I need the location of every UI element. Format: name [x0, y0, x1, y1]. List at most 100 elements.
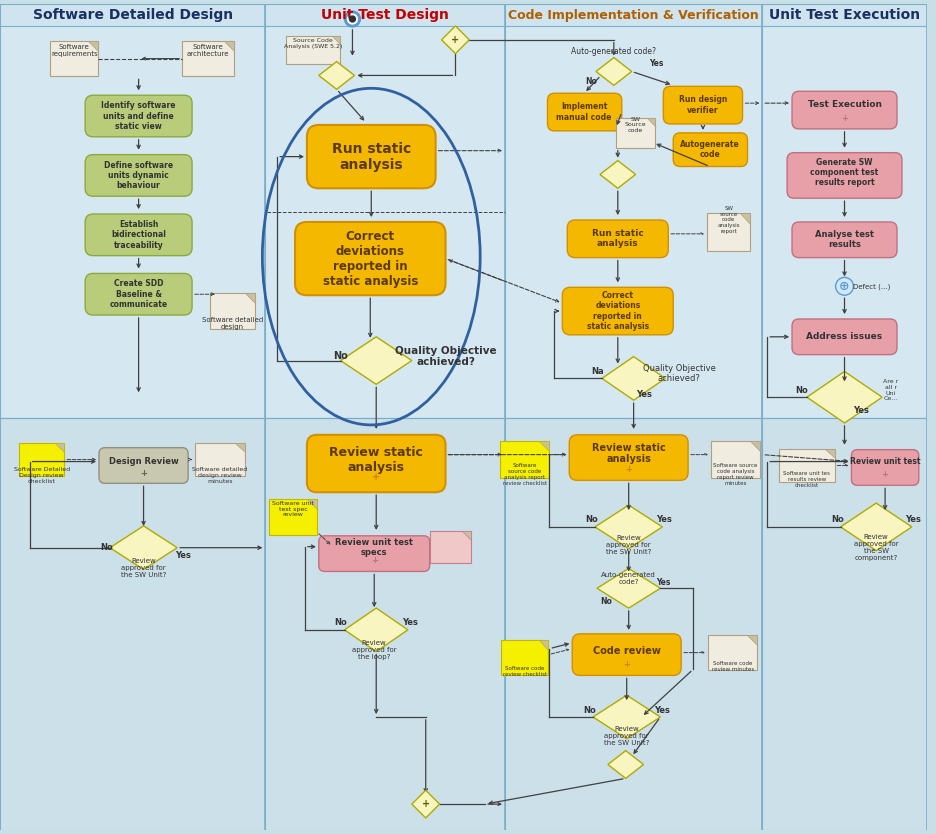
Text: Run static
analysis: Run static analysis [592, 229, 644, 249]
Text: Yes: Yes [854, 405, 870, 414]
Text: Unit Test Execution: Unit Test Execution [769, 8, 920, 22]
FancyBboxPatch shape [85, 214, 192, 256]
Bar [762, 4, 927, 418]
Text: Software
requirements: Software requirements [51, 44, 97, 58]
Bar [710, 440, 760, 479]
Text: Na: Na [592, 367, 605, 376]
Text: Software source
code analysis
report review
minutes: Software source code analysis report rev… [713, 463, 758, 485]
Polygon shape [607, 751, 644, 778]
Polygon shape [235, 443, 244, 452]
Text: Software Detailed Design: Software Detailed Design [33, 8, 233, 22]
Polygon shape [539, 440, 549, 451]
Text: Unit Test Design: Unit Test Design [321, 8, 449, 22]
Text: Are r
all r
Uni
Ce...: Are r all r Uni Ce... [884, 379, 899, 401]
FancyBboxPatch shape [307, 125, 435, 188]
Text: +: + [623, 660, 630, 669]
Text: +: + [625, 465, 632, 474]
Text: Correct
deviations
reported in
static analysis: Correct deviations reported in static an… [587, 291, 649, 331]
Polygon shape [647, 118, 655, 126]
Text: Software Detailed
Design review
checklist: Software Detailed Design review checklis… [13, 467, 69, 484]
FancyBboxPatch shape [548, 93, 622, 131]
FancyBboxPatch shape [852, 450, 919, 485]
Polygon shape [538, 640, 548, 650]
Text: Yes: Yes [656, 515, 672, 525]
FancyBboxPatch shape [787, 153, 902, 198]
Bar [286, 36, 340, 63]
Bar [505, 4, 762, 26]
Text: Yes: Yes [656, 578, 670, 587]
Polygon shape [55, 443, 65, 452]
Polygon shape [332, 36, 340, 43]
Polygon shape [307, 500, 316, 509]
Bar [195, 443, 244, 476]
Polygon shape [596, 58, 632, 85]
Bar [210, 294, 256, 329]
Text: Software code
review checklist: Software code review checklist [503, 666, 547, 677]
Text: No: No [334, 619, 347, 627]
Text: No: No [600, 596, 612, 605]
Text: No: No [796, 386, 809, 394]
FancyBboxPatch shape [664, 87, 742, 124]
Text: Source Code
Analysis (SWE 5.2): Source Code Analysis (SWE 5.2) [284, 38, 342, 49]
Text: Review unit test: Review unit test [850, 457, 920, 466]
FancyBboxPatch shape [85, 274, 192, 315]
Text: Defect (...): Defect (...) [853, 283, 890, 289]
Text: Yes: Yes [402, 619, 417, 627]
Text: Yes: Yes [175, 551, 191, 560]
Bar [19, 443, 65, 476]
Polygon shape [344, 608, 408, 651]
Bar [616, 118, 655, 148]
Bar [183, 41, 234, 77]
FancyBboxPatch shape [567, 220, 668, 258]
Text: +: + [371, 556, 378, 565]
Polygon shape [595, 505, 663, 549]
Bar [708, 635, 757, 671]
Polygon shape [807, 371, 882, 423]
Text: SW
Source
code: SW Source code [625, 117, 647, 133]
Text: Review
approved for
the loop?: Review approved for the loop? [352, 640, 397, 660]
Bar [51, 41, 98, 77]
Polygon shape [341, 337, 412, 384]
Text: Auto-generated code?: Auto-generated code? [571, 48, 656, 56]
FancyBboxPatch shape [307, 435, 446, 492]
FancyBboxPatch shape [99, 448, 188, 484]
Bar [505, 418, 762, 830]
Bar [265, 4, 505, 26]
Text: Quality Objective
achieved?: Quality Objective achieved? [395, 346, 496, 368]
Bar [500, 440, 549, 479]
FancyBboxPatch shape [319, 535, 430, 571]
Text: Yes: Yes [905, 515, 921, 525]
Polygon shape [224, 41, 234, 51]
Text: +: + [841, 113, 848, 123]
Text: Software
source code
analysis report
review checklist: Software source code analysis report rev… [503, 463, 547, 485]
Bar [501, 640, 548, 676]
Polygon shape [88, 41, 98, 51]
Text: Software code
review minutes: Software code review minutes [711, 661, 753, 672]
Polygon shape [319, 62, 355, 89]
Text: Run design
verifier: Run design verifier [679, 95, 727, 115]
Text: Software
architecture: Software architecture [186, 44, 229, 58]
Text: Software detailed
design: Software detailed design [202, 318, 263, 330]
Text: No: No [585, 77, 597, 86]
Text: Autogenerate
code: Autogenerate code [680, 140, 739, 159]
Text: Define software
units dynamic
behaviour: Define software units dynamic behaviour [104, 160, 173, 190]
Bar [265, 4, 505, 418]
Polygon shape [600, 161, 636, 188]
Text: Review
approved for
the SW
component?: Review approved for the SW component? [854, 535, 899, 561]
Text: Design Review: Design Review [109, 457, 179, 466]
Text: No: No [584, 706, 596, 715]
Polygon shape [412, 791, 440, 818]
Text: Generate SW
component test
results report: Generate SW component test results repor… [811, 158, 879, 188]
Bar [430, 531, 471, 563]
Text: Review static
analysis: Review static analysis [329, 445, 423, 474]
Text: No: No [100, 543, 113, 552]
Polygon shape [750, 440, 760, 451]
Bar [762, 4, 927, 26]
Bar [0, 418, 265, 830]
Text: +: + [451, 35, 460, 45]
FancyBboxPatch shape [792, 319, 897, 354]
Text: Correct
deviations
reported in
static analysis: Correct deviations reported in static an… [323, 229, 418, 288]
Text: SW
source
code
analysis
report: SW source code analysis report [717, 206, 740, 234]
Text: No: No [831, 515, 844, 525]
Text: Software unit tes
results review
checklist: Software unit tes results review checkli… [783, 471, 830, 488]
